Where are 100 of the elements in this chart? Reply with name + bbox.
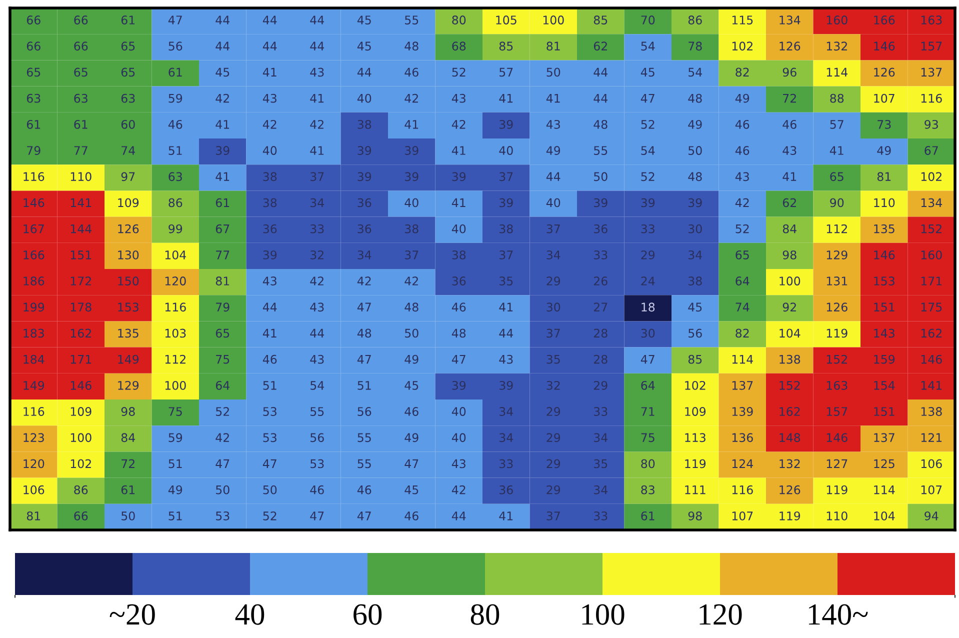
data-label: 93 (924, 120, 938, 129)
data-label: 52 (452, 68, 466, 77)
data-label: 55 (405, 16, 418, 24)
data-label: 102 (732, 42, 752, 51)
data-label: 96 (782, 68, 796, 77)
data-label: 119 (826, 485, 848, 494)
data-label: 38 (263, 172, 277, 182)
data-label: 146 (24, 198, 44, 208)
data-label: 35 (546, 354, 560, 364)
data-label: 52 (641, 120, 654, 129)
data-label: 42 (452, 120, 466, 129)
data-label: 63 (74, 94, 88, 103)
color-bar-label: 60 (354, 604, 382, 625)
data-label: 43 (310, 68, 324, 77)
data-label: 46 (404, 68, 418, 77)
data-label: 146 (874, 42, 895, 51)
data-label: 51 (168, 512, 182, 520)
data-label: 29 (546, 459, 560, 468)
data-label: 54 (688, 68, 702, 77)
data-label: 51 (168, 459, 182, 468)
data-label: 49 (735, 94, 750, 103)
data-label: 141 (921, 381, 942, 390)
data-label: 41 (216, 120, 230, 129)
data-label: 57 (500, 68, 513, 77)
data-label: 67 (216, 224, 230, 234)
data-label: 149 (24, 380, 44, 390)
data-label: 121 (921, 433, 942, 442)
data-label: 77 (74, 146, 88, 155)
data-label: 53 (310, 459, 324, 468)
data-label: 39 (594, 198, 608, 208)
data-label: 152 (826, 354, 847, 364)
data-label: 42 (216, 94, 229, 103)
data-label: 33 (594, 511, 608, 520)
color-bar-label: 140~ (809, 604, 868, 625)
data-label: 53 (216, 511, 230, 520)
data-label: 90 (830, 198, 844, 208)
color-bar-label: 120 (700, 604, 742, 625)
data-label: 80 (452, 16, 466, 24)
data-label: 51 (168, 146, 182, 155)
data-label: 53 (263, 433, 276, 442)
data-label: 104 (874, 511, 895, 520)
data-label: 109 (685, 407, 706, 416)
data-label: 29 (546, 485, 560, 494)
data-label: 39 (263, 250, 277, 260)
data-label: 29 (641, 250, 655, 260)
data-label: 33 (500, 459, 513, 468)
data-label: 124 (732, 459, 753, 468)
data-label: 36 (358, 224, 372, 234)
data-label: 37 (500, 172, 513, 182)
data-label: 36 (263, 224, 277, 234)
data-label: 127 (826, 459, 848, 468)
data-label: 42 (262, 120, 276, 129)
data-label: 152 (921, 224, 942, 234)
data-label: 186 (24, 276, 44, 286)
data-label: 151 (874, 407, 894, 416)
data-label: 34 (594, 433, 608, 442)
data-label: 160 (921, 250, 942, 260)
data-label: 29 (546, 433, 560, 442)
data-label: 134 (780, 16, 800, 24)
data-label: 154 (874, 381, 895, 390)
data-label: 151 (874, 302, 894, 312)
data-label: 100 (165, 380, 186, 390)
data-label: 126 (118, 224, 139, 234)
data-label: 51 (263, 381, 276, 390)
data-label: 55 (594, 146, 608, 155)
data-label: 116 (24, 407, 44, 416)
data-label: 49 (546, 146, 560, 155)
data-label: 136 (732, 433, 753, 442)
data-label: 166 (24, 250, 44, 260)
data-label: 60 (121, 120, 135, 129)
data-label: 41 (262, 68, 276, 77)
data-label: 43 (262, 276, 276, 286)
data-label: 48 (594, 120, 608, 129)
data-label: 45 (357, 42, 371, 51)
data-label: 83 (641, 485, 654, 494)
data-label: 81 (216, 276, 230, 286)
data-label: 126 (826, 302, 848, 312)
data-label: 114 (732, 355, 753, 364)
data-label: 47 (640, 94, 654, 103)
data-label: 199 (24, 302, 44, 312)
data-label: 43 (310, 354, 324, 364)
data-label: 18 (642, 302, 655, 312)
data-label: 30 (688, 224, 702, 234)
data-label: 143 (874, 328, 894, 338)
data-label: 41 (262, 328, 276, 338)
data-label: 163 (921, 16, 942, 24)
data-label: 44 (310, 42, 324, 50)
data-label: 37 (310, 172, 324, 182)
data-label: 119 (780, 511, 800, 520)
data-label: 116 (165, 302, 186, 312)
data-label: 37 (546, 511, 560, 520)
data-label: 47 (310, 512, 324, 520)
data-label: 56 (358, 407, 372, 416)
data-label: 49 (168, 485, 182, 494)
data-label: 37 (546, 328, 560, 338)
data-label: 151 (70, 250, 92, 260)
data-label: 163 (826, 380, 848, 390)
data-label: 54 (641, 42, 655, 51)
data-label: 61 (216, 198, 230, 208)
data-label: 119 (826, 328, 848, 338)
